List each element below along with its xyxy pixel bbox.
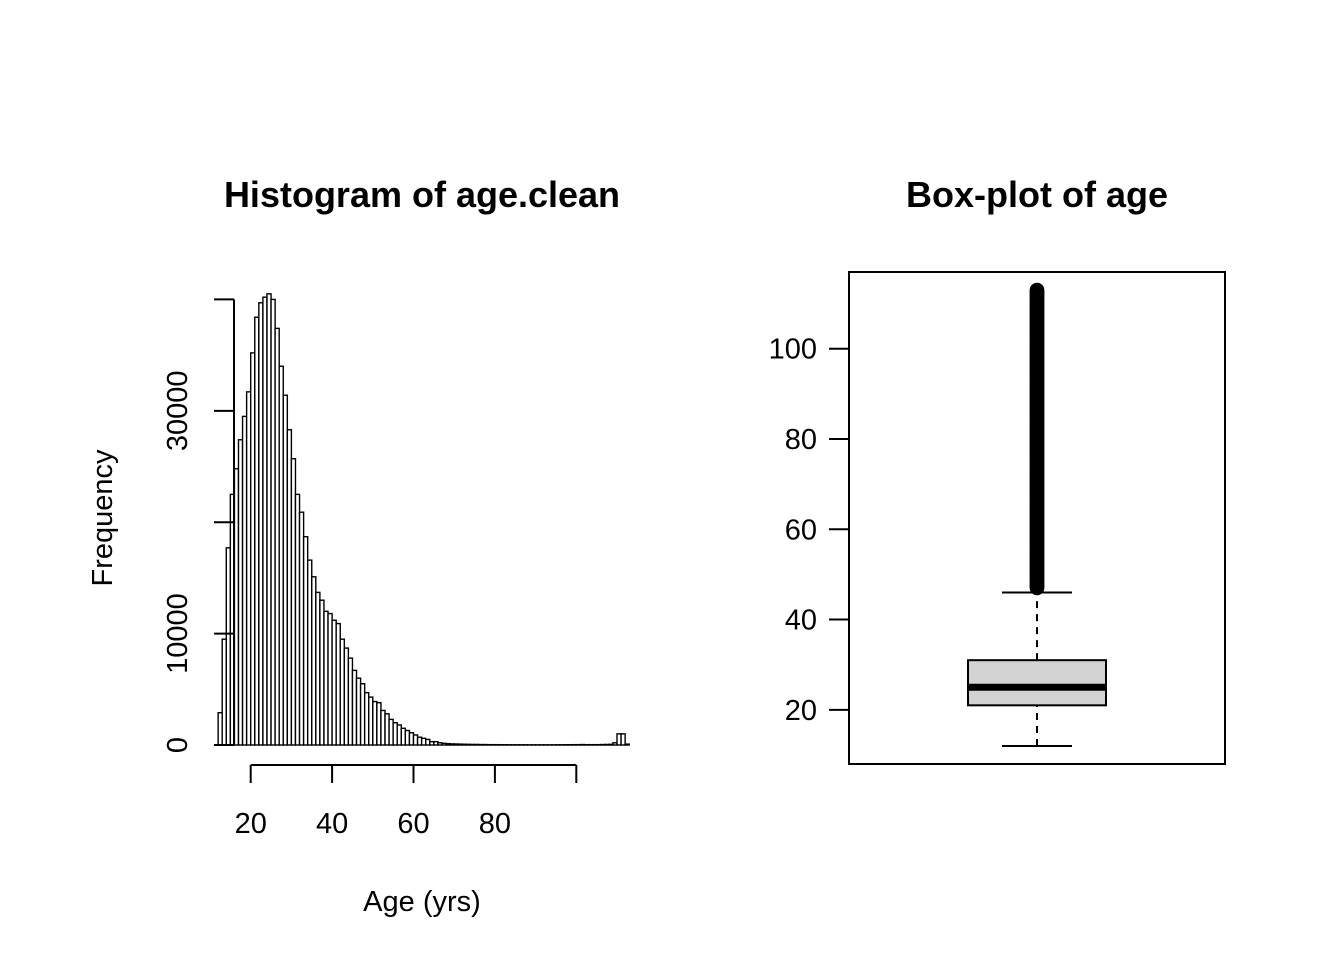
histogram-bar bbox=[620, 733, 626, 746]
histogram-x-tick-label: 60 bbox=[397, 808, 429, 840]
boxplot-y-axis: 20 40 60 80 100 bbox=[769, 334, 849, 727]
boxplot-frame bbox=[848, 271, 1226, 765]
histogram-y-tick-label: 30000 bbox=[162, 370, 194, 451]
histogram-title: Histogram of age.clean bbox=[224, 174, 620, 215]
histogram-x-axis: 20 40 60 80 bbox=[235, 764, 578, 840]
boxplot-box bbox=[967, 659, 1107, 707]
histogram-y-tick-label: 0 bbox=[162, 737, 194, 753]
histogram-y-tick-label: 10000 bbox=[162, 593, 194, 674]
histogram-panel: Histogram of age.clean Age (yrs) Frequen… bbox=[87, 174, 630, 918]
boxplot-y-tick-label: 60 bbox=[785, 514, 817, 546]
boxplot-y-tick-label: 80 bbox=[785, 424, 817, 456]
histogram-x-axis-label: Age (yrs) bbox=[363, 886, 481, 918]
boxplot-y-tick-label: 40 bbox=[785, 605, 817, 637]
boxplot-y-tick-label: 20 bbox=[785, 695, 817, 727]
boxplot-body bbox=[967, 591, 1107, 747]
histogram-x-tick-label: 40 bbox=[316, 808, 348, 840]
histogram-bar bbox=[624, 743, 630, 746]
histogram-y-axis-label: Frequency bbox=[87, 449, 119, 587]
histogram-bars bbox=[217, 293, 630, 746]
boxplot-title: Box-plot of age bbox=[906, 174, 1168, 215]
boxplot-panel: Box-plot of age 20 40 60 80 100 bbox=[769, 174, 1226, 765]
histogram-x-tick-label: 80 bbox=[479, 808, 511, 840]
histogram-y-axis: 0 10000 30000 bbox=[162, 298, 235, 753]
histogram-x-tick-label: 20 bbox=[235, 808, 267, 840]
boxplot-outliers bbox=[1029, 282, 1045, 596]
boxplot-outlier bbox=[1029, 282, 1045, 298]
boxplot-y-tick-label: 100 bbox=[769, 334, 817, 366]
